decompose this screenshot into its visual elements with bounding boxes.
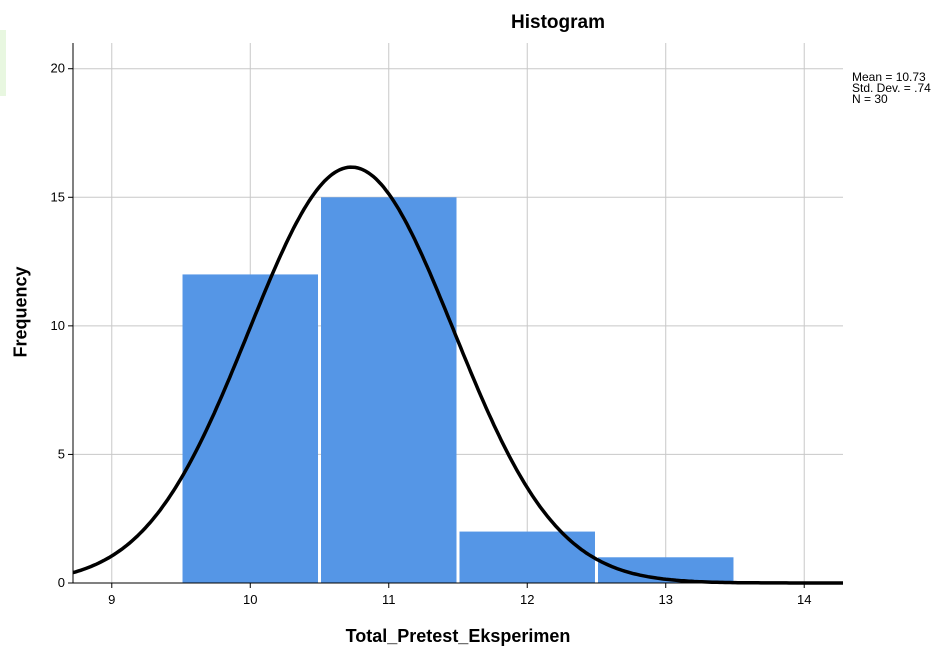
x-axis-label: Total_Pretest_Eksperimen xyxy=(345,626,571,646)
y-tick-label: 0 xyxy=(58,575,65,590)
x-tick-label: 14 xyxy=(797,592,811,607)
x-tick-label: 10 xyxy=(243,592,257,607)
histogram-bar xyxy=(321,197,457,584)
corner-highlight xyxy=(0,30,6,96)
y-tick-label: 20 xyxy=(51,61,65,76)
chart-title: Histogram xyxy=(511,12,605,33)
y-tick-label: 5 xyxy=(58,446,65,461)
histogram-bar xyxy=(182,274,319,583)
x-tick-label: 11 xyxy=(382,592,396,607)
stats-legend: Mean = 10.73 Std. Dev. = .74 N = 30 xyxy=(852,70,931,106)
x-tick-label: 12 xyxy=(520,592,534,607)
x-tick-label: 9 xyxy=(108,592,115,607)
stats-n: N = 30 xyxy=(852,92,888,106)
histogram-bar xyxy=(459,531,595,583)
stats-mean: Mean = 10.73 xyxy=(852,70,926,84)
stats-std-dev: Std. Dev. = .74 xyxy=(852,81,931,95)
y-tick-label: 10 xyxy=(51,318,65,333)
y-tick-label: 15 xyxy=(51,189,65,204)
x-tick-label: 13 xyxy=(658,592,672,607)
normal-curve-line xyxy=(72,165,843,585)
